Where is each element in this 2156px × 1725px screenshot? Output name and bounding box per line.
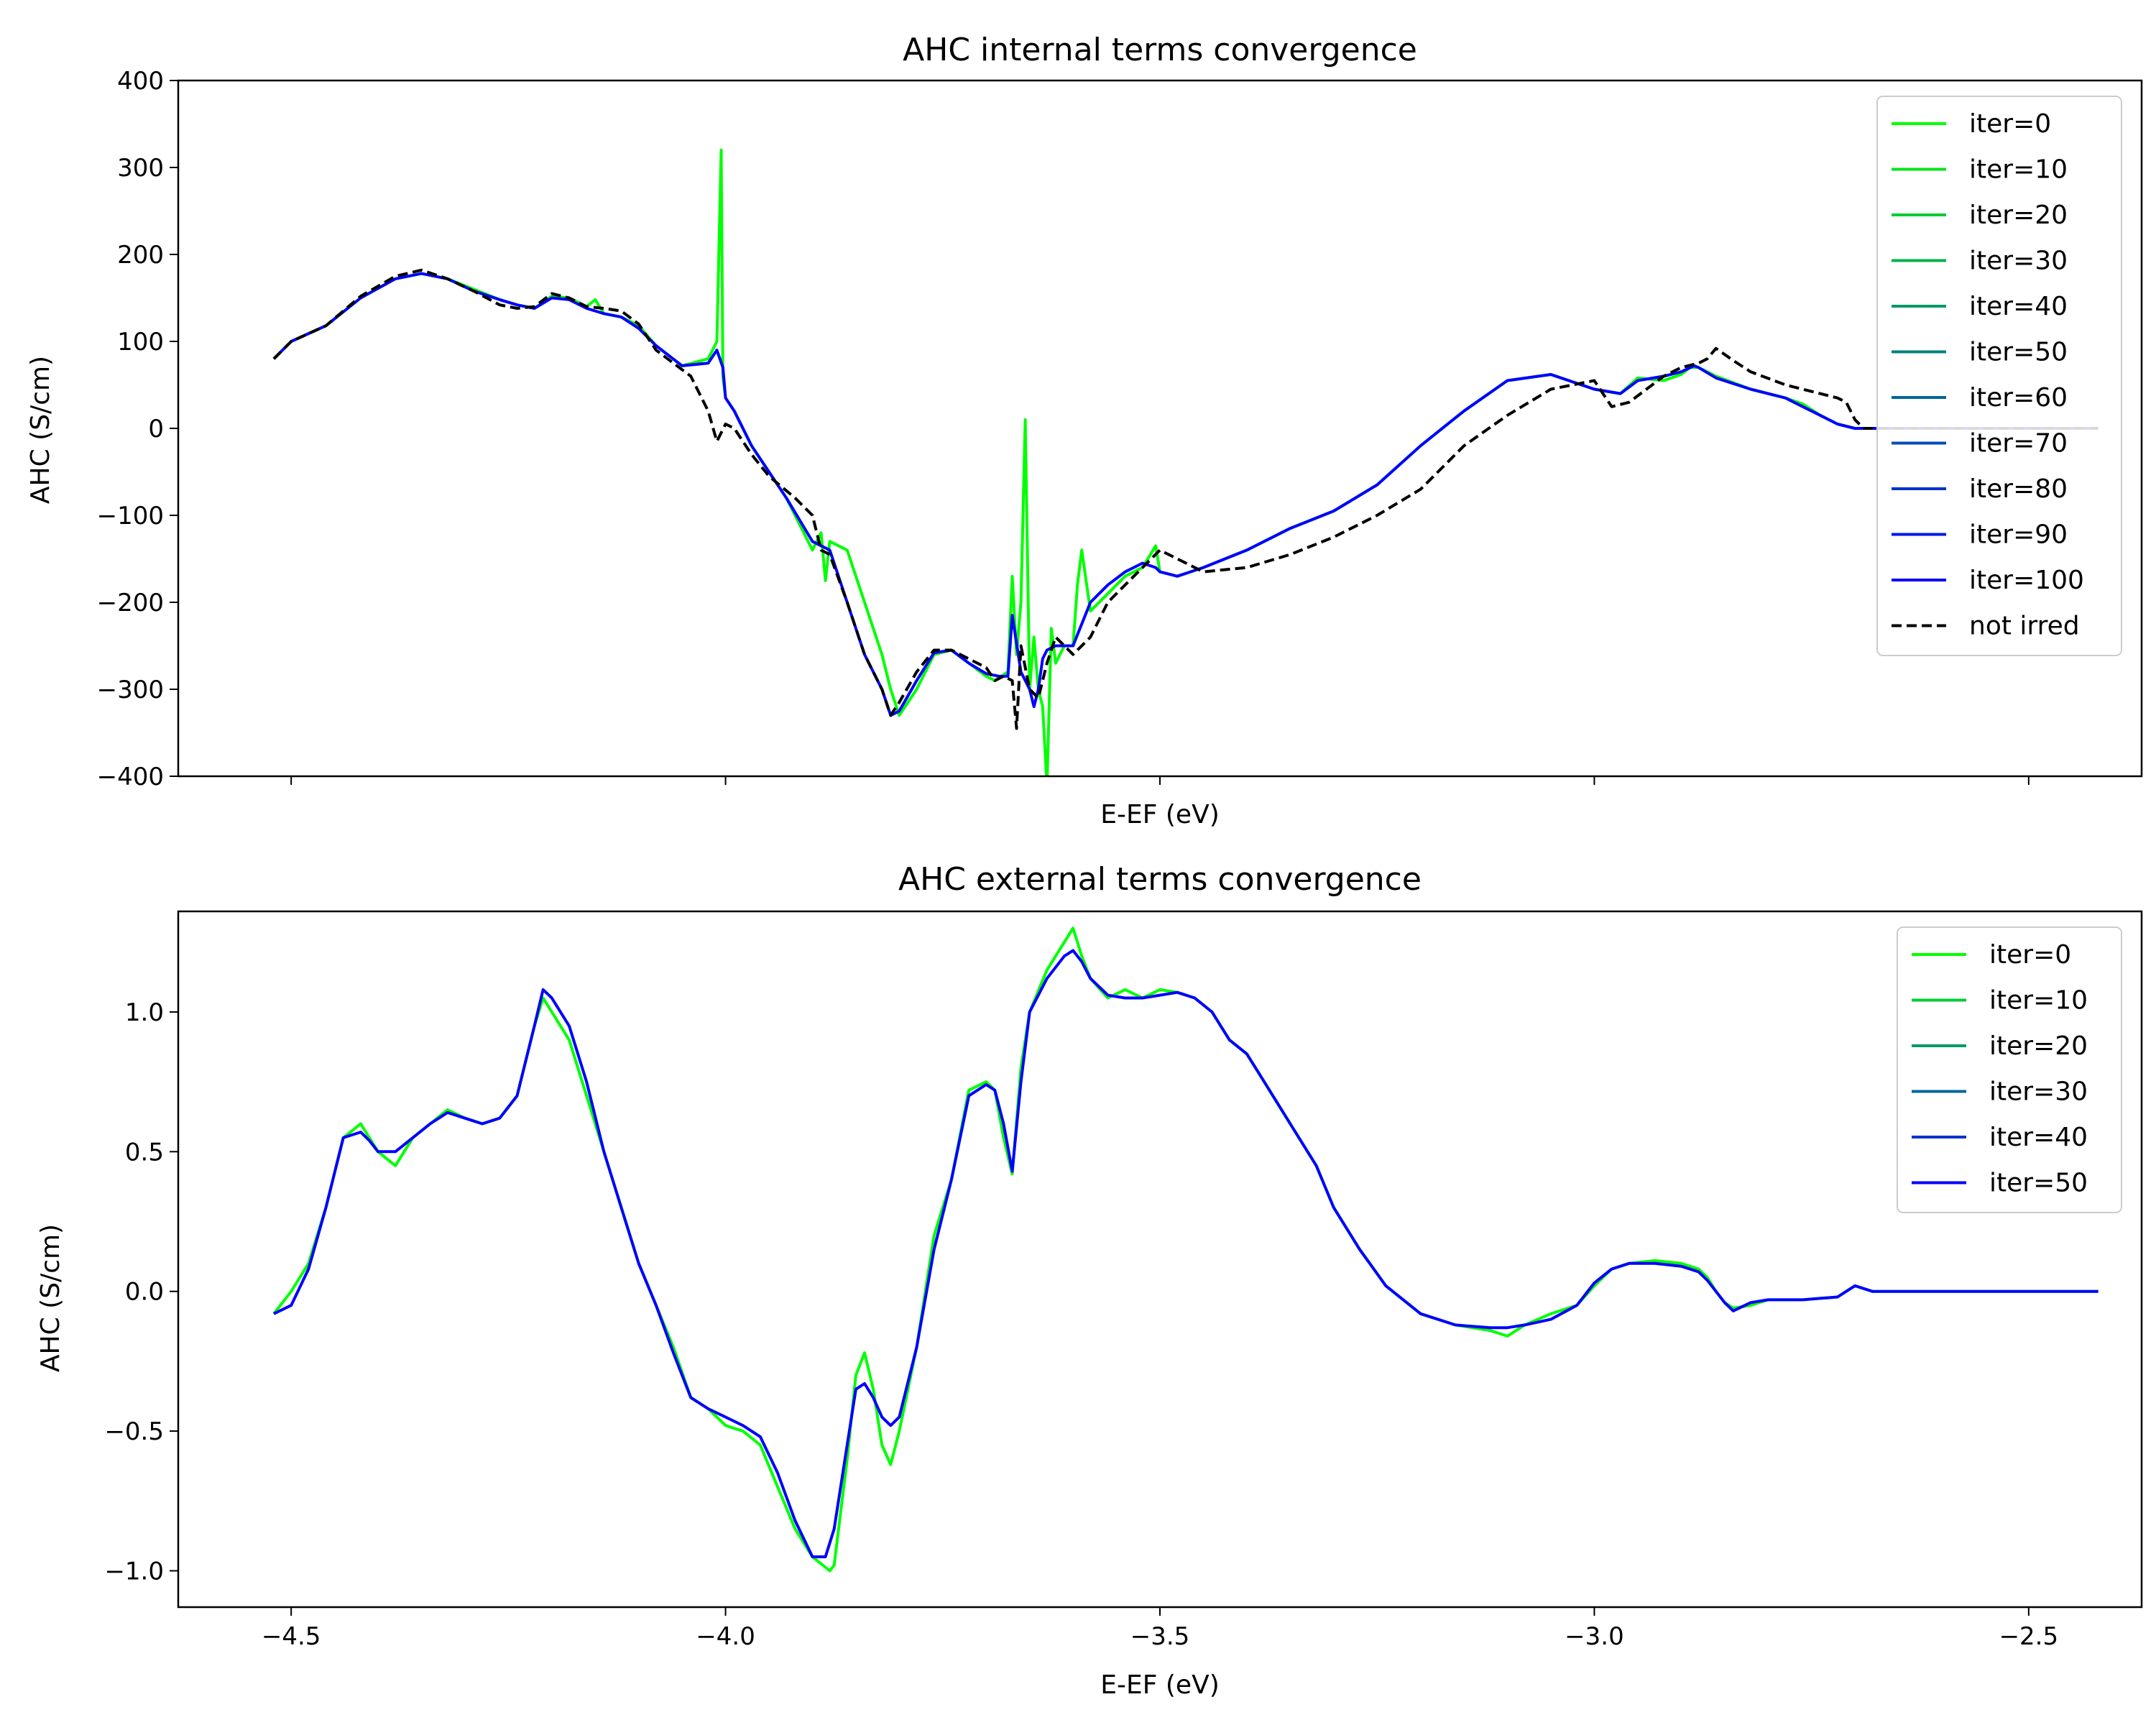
legend-label: iter=50 [1969,338,2068,367]
chart-external-frame [177,910,2143,1609]
x-tick-label: −3.5 [1130,1622,1190,1651]
y-tick-label: 300 [117,154,164,183]
chart-external-legend: iter=0 iter=10 iter=20 iter=30 iter=40 iter=5… [1897,926,2122,1213]
legend-label: iter=0 [1989,940,2071,970]
legend-label: iter=20 [1969,201,2068,230]
chart-external-title: AHC external terms convergence [898,861,1422,898]
chart-internal-series-group [272,148,2099,776]
legend-box [1897,926,2122,1213]
y-tick-label: −400 [97,763,164,791]
y-tick-label: −1.0 [104,1557,164,1586]
y-tick-label: 100 [117,328,164,356]
y-tick-label: −200 [97,589,164,617]
legend-box [1876,96,2122,656]
chart-internal-xlabel: E-EF (eV) [1100,800,1220,829]
chart-external-yticks: −1.0 −0.5 0.0 0.5 1.0 [104,998,178,1586]
y-tick-label: 0.0 [125,1278,164,1307]
legend-label: iter=100 [1969,566,2084,595]
chart-external: AHC external terms convergence AHC (S/cm… [36,861,2143,1700]
chart-1-series-iter-0 [272,926,2099,1573]
y-tick-label: −0.5 [104,1417,164,1446]
y-tick-label: −300 [97,676,164,704]
x-tick-label: −4.0 [696,1622,755,1651]
legend-label: iter=60 [1969,383,2068,413]
chart-0-series-iter-100 [272,272,2099,717]
chart-internal-xticks [290,776,2030,785]
legend-label: iter=40 [1989,1123,2088,1152]
chart-0-series-not-irred [272,268,2099,730]
y-tick-label: −100 [97,502,164,530]
chart-internal-ylabel: AHC (S/cm) [26,356,55,504]
legend-label: iter=10 [1989,986,2088,1016]
legend-label: iter=70 [1969,429,2068,459]
chart-1-series-iter-50 [273,949,2099,1558]
legend-label: iter=20 [1989,1031,2088,1061]
chart-external-xticks: −4.5 −4.0 −3.5 −3.0 −2.5 [262,1607,2058,1651]
y-tick-label: 200 [117,241,164,270]
legend-label: iter=80 [1969,474,2068,504]
chart-external-xlabel: E-EF (eV) [1100,1670,1220,1700]
x-tick-label: −2.5 [1999,1622,2059,1651]
chart-0-series-iter-0 [272,148,2099,776]
x-tick-label: −3.0 [1565,1622,1624,1651]
chart-external-ylabel: AHC (S/cm) [36,1224,65,1372]
y-tick-label: 1.0 [125,998,164,1027]
legend-label: iter=50 [1989,1169,2088,1198]
legend-label: not irred [1969,612,2080,641]
legend-label: iter=40 [1969,292,2068,321]
y-tick-label: 400 [117,67,164,96]
legend-label: iter=0 [1969,109,2051,139]
legend-label: iter=30 [1969,247,2068,276]
chart-internal: AHC internal terms convergence AHC (S/cm… [26,32,2143,829]
chart-internal-legend: iter=0 iter=10 iter=20 iter=30 iter=40 iter=5… [1876,96,2122,656]
y-tick-label: 0.5 [125,1138,164,1167]
legend-label: iter=30 [1989,1077,2088,1107]
y-tick-label: 0 [148,415,164,443]
chart-internal-frame [177,79,2143,778]
chart-external-series-group [272,926,2099,1573]
legend-label: iter=10 [1969,155,2068,185]
legend-label: iter=90 [1969,520,2068,550]
chart-internal-title: AHC internal terms convergence [903,32,1417,68]
chart-internal-yticks: −400 −300 −200 −100 0 100 200 300 400 [97,67,178,791]
x-tick-label: −4.5 [262,1622,321,1651]
